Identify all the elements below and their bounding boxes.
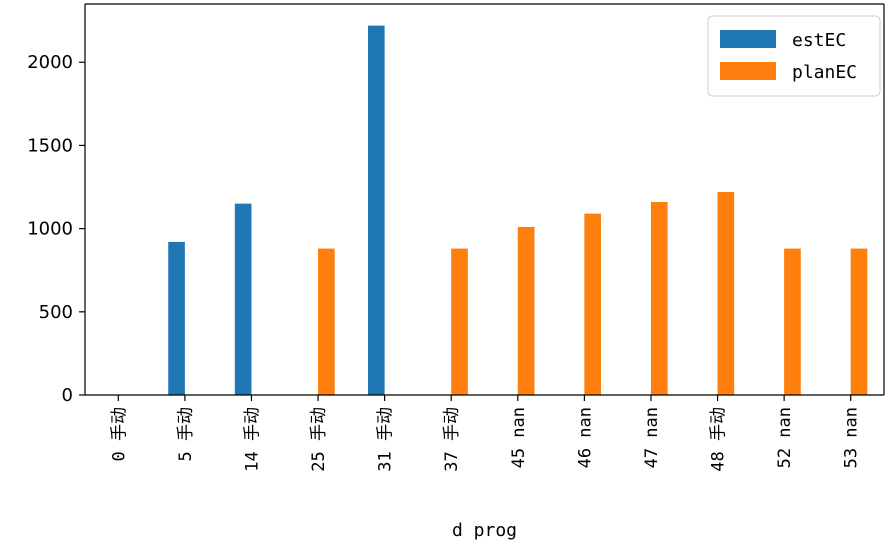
bar-planEC-3 — [318, 248, 335, 395]
x-tick-label: 37 手动 — [442, 407, 462, 472]
x-tick-label: 47 nan — [642, 407, 662, 468]
x-tick-label: 48 手动 — [709, 407, 729, 472]
y-tick-label: 500 — [39, 302, 73, 323]
x-tick-label: 53 nan — [842, 407, 862, 468]
bar-planEC-8 — [650, 201, 668, 395]
legend-label-planEC: planEC — [792, 62, 857, 83]
x-tick-label: 0 手动 — [109, 407, 129, 461]
y-tick-label: 1500 — [27, 135, 73, 156]
bar-planEC-7 — [584, 213, 602, 395]
legend: estEC planEC — [707, 15, 881, 97]
bar-estEC-4 — [367, 25, 385, 395]
legend-swatch-planEC — [720, 62, 776, 80]
plot-area — [168, 25, 868, 395]
y-axis: 0 500 1000 1500 2000 — [27, 52, 85, 406]
bar-planEC-11 — [850, 248, 868, 395]
y-tick-label: 2000 — [27, 52, 73, 73]
bar-estEC-2 — [234, 203, 252, 395]
x-tick-label: 5 手动 — [176, 407, 196, 461]
bar-planEC-6 — [517, 226, 535, 395]
x-tick-label: 46 nan — [575, 407, 595, 468]
legend-box — [707, 15, 881, 97]
y-tick-label: 1000 — [27, 219, 73, 240]
x-tick-label: 31 手动 — [376, 407, 396, 472]
bar-planEC-10 — [784, 248, 801, 395]
legend-swatch-estEC — [720, 30, 776, 48]
x-tick-label: 25 手动 — [309, 407, 329, 472]
bar-planEC-5 — [451, 248, 468, 395]
x-axis-label: d prog — [452, 520, 517, 541]
bar-planEC-9 — [717, 192, 735, 395]
legend-label-estEC: estEC — [792, 30, 846, 51]
bar-estEC-1 — [168, 241, 185, 395]
x-tick-label: 14 手动 — [242, 407, 262, 472]
x-tick-label: 52 nan — [775, 407, 795, 468]
x-tick-label: 45 nan — [509, 407, 529, 468]
x-axis: 0 手动 5 手动 14 手动 25 手动 31 手动 37 手动 45 nan 46 nan… — [109, 395, 862, 472]
y-tick-label: 0 — [62, 385, 73, 406]
